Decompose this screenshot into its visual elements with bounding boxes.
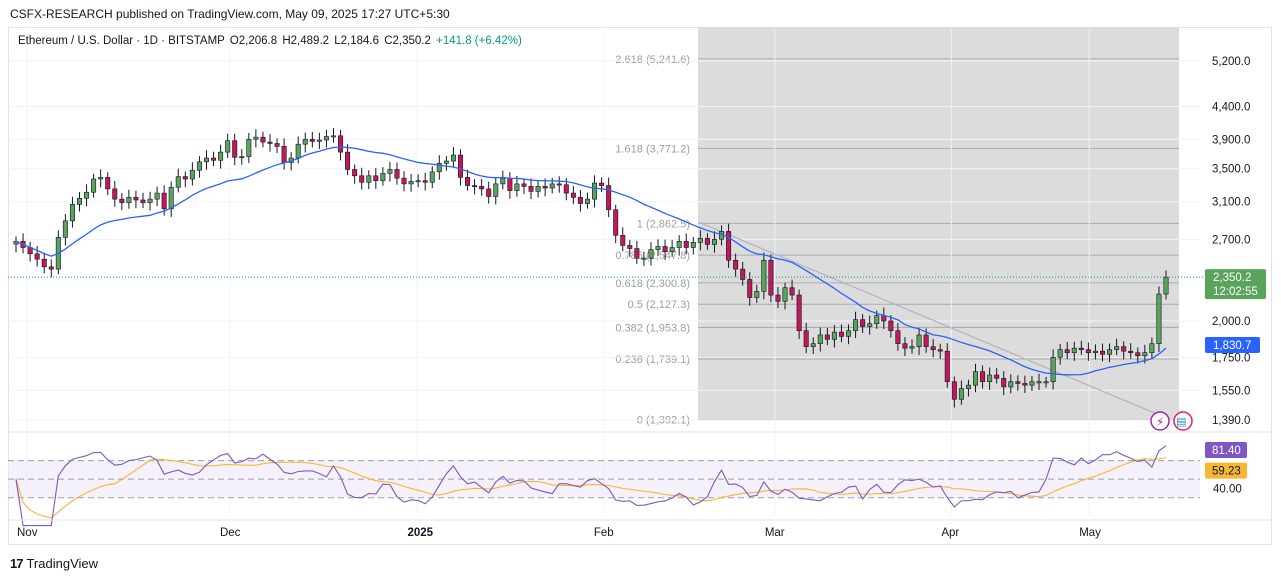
tradingview-logo[interactable]: 17 TradingView <box>10 556 98 571</box>
symbol-title: Ethereum / U.S. Dollar · 1D · BITSTAMP <box>18 35 225 47</box>
open-value: O2,206.8 <box>229 35 278 47</box>
tradingview-logo-icon: 17 <box>10 556 24 571</box>
publisher-header: CSFX-RESEARCH published on TradingView.c… <box>10 7 450 21</box>
low-value: L2,184.6 <box>334 35 380 47</box>
change-value: +141.8 (+6.42%) <box>436 35 522 47</box>
chart-frame[interactable] <box>8 27 1272 545</box>
high-value: H2,489.2 <box>282 35 330 47</box>
brand-label: TradingView <box>26 556 99 571</box>
close-value: C2,350.2 <box>384 35 431 47</box>
symbol-legend[interactable]: Ethereum / U.S. Dollar · 1D · BITSTAMP O… <box>18 35 522 47</box>
